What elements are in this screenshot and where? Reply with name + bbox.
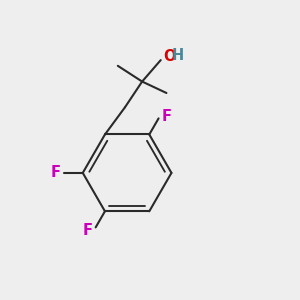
Text: O: O [164,49,176,64]
Text: F: F [51,165,61,180]
Text: F: F [162,110,172,124]
Text: F: F [82,223,92,238]
Text: H: H [172,48,184,63]
